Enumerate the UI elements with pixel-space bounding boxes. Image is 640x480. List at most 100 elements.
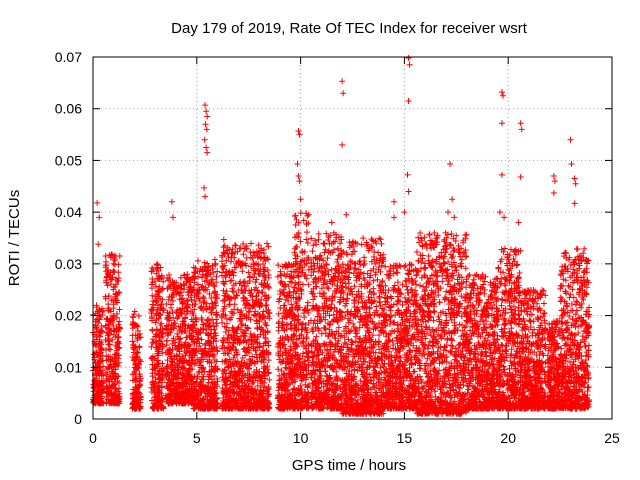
data-point	[103, 371, 110, 378]
data-point	[325, 285, 332, 292]
data-point	[263, 240, 270, 247]
data-point	[156, 367, 163, 374]
data-point	[376, 235, 383, 242]
data-point	[148, 354, 155, 361]
data-point	[154, 262, 161, 269]
data-point	[152, 319, 159, 326]
data-point	[153, 344, 160, 351]
data-point	[134, 327, 141, 334]
data-point	[219, 272, 226, 279]
data-point	[239, 268, 246, 275]
data-point	[96, 350, 103, 357]
data-point	[148, 388, 155, 395]
data-point	[107, 254, 114, 261]
data-point	[111, 283, 118, 290]
data-point	[114, 299, 121, 306]
data-point	[93, 324, 100, 331]
data-point	[105, 378, 112, 385]
data-point	[153, 310, 160, 317]
data-point	[200, 293, 207, 300]
data-point	[154, 348, 161, 355]
data-point	[222, 357, 229, 364]
data-point	[266, 376, 273, 383]
data-point	[158, 272, 165, 279]
data-point	[136, 344, 143, 351]
data-point	[213, 273, 220, 280]
data-point	[350, 320, 357, 327]
data-point	[301, 314, 308, 321]
data-point	[97, 333, 104, 340]
data-point	[96, 328, 103, 335]
data-point	[150, 385, 157, 392]
data-point	[262, 334, 269, 341]
data-point	[287, 325, 294, 332]
data-point	[109, 319, 116, 326]
data-point	[352, 260, 359, 267]
data-point	[327, 305, 334, 312]
data-point	[304, 239, 311, 246]
data-point	[275, 262, 282, 269]
data-point	[158, 320, 165, 327]
data-point	[153, 270, 160, 277]
data-point	[245, 269, 252, 276]
data-point	[149, 285, 156, 292]
data-point	[222, 328, 229, 335]
data-point	[149, 275, 156, 282]
data-point	[151, 401, 158, 408]
data-point	[201, 295, 208, 302]
data-point	[133, 404, 140, 411]
data-point	[227, 277, 234, 284]
data-point	[134, 353, 141, 360]
data-point	[103, 384, 110, 391]
data-point	[213, 316, 220, 323]
data-point	[134, 363, 141, 370]
data-point	[351, 297, 358, 304]
data-point	[149, 327, 156, 334]
data-point	[105, 292, 112, 299]
data-point	[151, 355, 158, 362]
data-point	[110, 322, 117, 329]
data-point	[116, 324, 123, 331]
data-point	[218, 258, 225, 265]
data-point	[135, 365, 142, 372]
data-point	[95, 320, 102, 327]
data-point	[163, 338, 170, 345]
data-point	[154, 260, 161, 267]
data-point	[97, 357, 104, 364]
data-point	[105, 267, 112, 274]
data-point	[220, 244, 227, 251]
data-point	[116, 289, 123, 296]
data-point	[91, 397, 98, 404]
data-point	[115, 274, 122, 281]
data-point	[98, 323, 105, 330]
data-point	[150, 304, 157, 311]
data-point	[149, 301, 156, 308]
data-point	[136, 334, 143, 341]
data-point	[156, 283, 163, 290]
data-point	[106, 306, 113, 313]
data-point	[369, 237, 376, 244]
data-point	[291, 249, 298, 256]
data-point	[262, 321, 269, 328]
data-point	[305, 281, 312, 288]
data-point	[96, 340, 103, 347]
data-point	[131, 311, 138, 318]
data-point	[116, 390, 123, 397]
data-point	[129, 400, 136, 407]
data-point	[97, 388, 104, 395]
data-point	[211, 256, 218, 263]
data-point	[102, 346, 109, 353]
data-point	[103, 329, 110, 336]
data-point	[376, 299, 383, 306]
data-point	[132, 379, 139, 386]
data-point	[135, 384, 142, 391]
data-point	[112, 291, 119, 298]
data-point	[112, 281, 119, 288]
data-point	[158, 304, 165, 311]
data-point	[309, 248, 316, 255]
data-point	[336, 299, 343, 306]
data-point	[247, 249, 254, 256]
data-point	[112, 385, 119, 392]
data-point	[265, 243, 272, 250]
